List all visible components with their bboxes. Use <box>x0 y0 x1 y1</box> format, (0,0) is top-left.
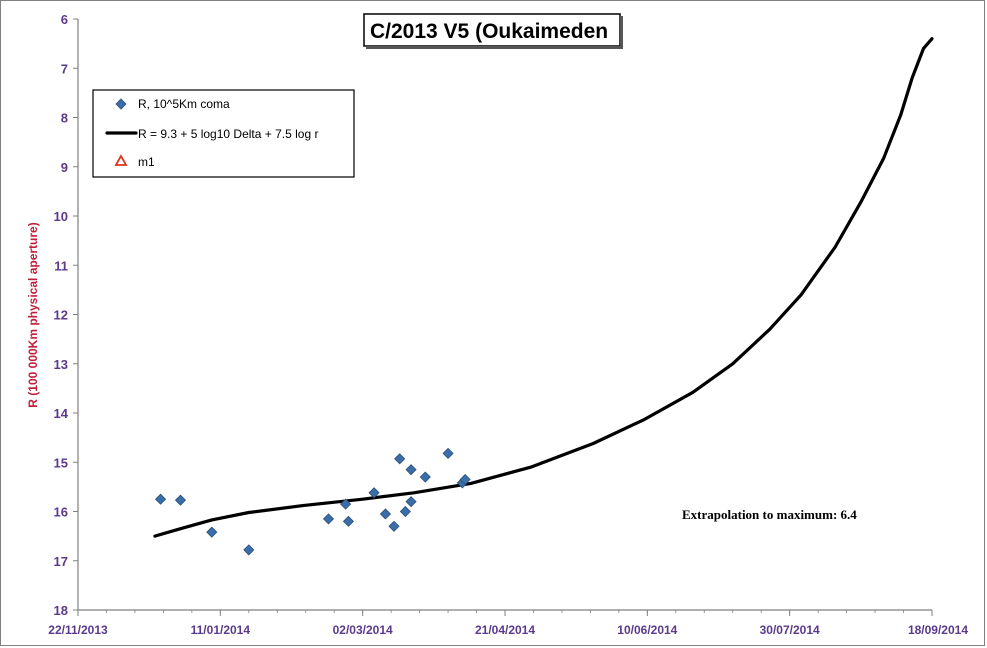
legend-triangle-marker <box>114 154 128 166</box>
y-tick-label: 11 <box>54 258 68 273</box>
x-tick-label: 21/04/2014 <box>475 623 535 637</box>
legend-label-fit: R = 9.3 + 5 log10 Delta + 7.5 log r <box>138 127 318 141</box>
data-point-diamond <box>322 513 335 525</box>
y-tick-label: 6 <box>61 12 68 27</box>
data-point-diamond <box>419 471 431 483</box>
chart-title: C/2013 V5 (Oukaimeden <box>370 20 608 43</box>
data-point-diamond <box>243 544 255 556</box>
y-tick-label: 17 <box>54 554 68 569</box>
data-point-diamond <box>342 515 354 527</box>
y-tick-label: 9 <box>61 160 68 175</box>
data-point-diamond <box>405 464 417 476</box>
data-point-diamond <box>405 496 417 508</box>
y-axis-label: R (100 000Km physical aperture) <box>26 222 40 407</box>
data-point-diamond <box>459 473 471 486</box>
y-axis-ticks: 6 7 8 9 10 11 12 13 14 15 16 17 18 <box>54 12 78 618</box>
y-tick-label: 10 <box>54 209 68 224</box>
data-point-diamond <box>442 447 454 459</box>
x-tick-label: 11/01/2014 <box>191 623 251 637</box>
data-point-diamond <box>206 526 218 538</box>
data-point-diamond <box>394 453 406 465</box>
y-tick-label: 16 <box>54 505 68 520</box>
x-axis-ticks: 22/11/2013 11/01/2014 02/03/2014 21/04/2014… <box>48 610 968 637</box>
y-tick-label: 7 <box>61 61 68 76</box>
y-tick-label: 12 <box>54 308 68 323</box>
data-point-diamond <box>379 508 392 520</box>
y-tick-label: 15 <box>54 455 68 470</box>
x-tick-label: 10/06/2014 <box>617 623 677 637</box>
y-tick-label: 18 <box>54 603 68 618</box>
data-point-diamond <box>154 493 167 505</box>
legend-label-m1: m1 <box>138 155 155 169</box>
chart-title-box: C/2013 V5 (Oukaimeden <box>363 13 623 49</box>
data-point-diamond <box>368 487 380 499</box>
legend: R, 10^5Km coma R = 9.3 + 5 log10 Delta +… <box>92 89 355 178</box>
y-tick-label: 14 <box>54 406 69 421</box>
x-tick-label: 02/03/2014 <box>333 623 393 637</box>
legend-label-coma: R, 10^5Km coma <box>138 97 230 111</box>
x-tick-label: 18/09/2014 <box>908 623 968 637</box>
data-point-diamond <box>388 520 400 532</box>
data-point-diamond <box>340 498 352 510</box>
data-point-diamond <box>399 505 411 518</box>
data-point-diamond <box>174 494 187 506</box>
extrapolation-annotation: Extrapolation to maximum: 6.4 <box>682 507 857 522</box>
series-coma-points <box>154 447 471 556</box>
series-fit-line <box>153 37 934 538</box>
y-tick-label: 13 <box>54 357 68 372</box>
x-tick-label: 30/07/2014 <box>760 623 820 637</box>
x-tick-label: 22/11/2013 <box>48 623 108 637</box>
y-tick-label: 8 <box>61 111 68 126</box>
legend-diamond-marker <box>115 98 127 110</box>
